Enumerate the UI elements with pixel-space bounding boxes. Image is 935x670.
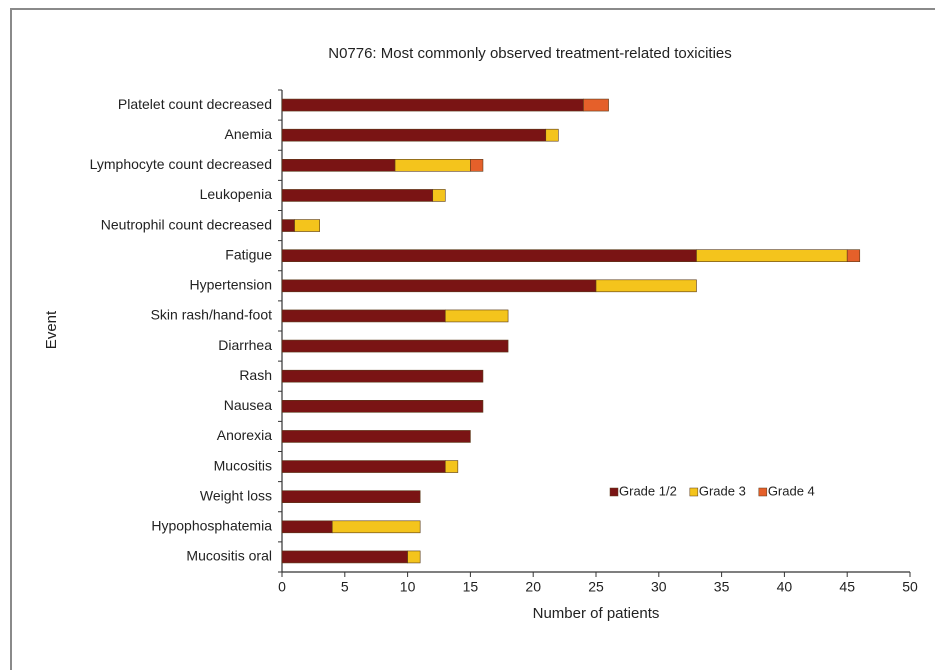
bar-segment bbox=[846, 249, 861, 262]
bar-segment bbox=[545, 128, 559, 142]
bar-segment bbox=[281, 369, 484, 383]
bar-segment bbox=[281, 219, 295, 232]
legend-label: Grade 1/2 bbox=[619, 483, 677, 498]
x-tick-label: 10 bbox=[400, 579, 416, 595]
legend-swatch bbox=[609, 487, 619, 497]
y-tick-label: Weight loss bbox=[200, 487, 272, 503]
x-tick-label: 50 bbox=[902, 579, 918, 595]
y-tick-label: Lymphocyte count decreased bbox=[90, 156, 272, 172]
bar-segment bbox=[281, 128, 547, 142]
x-tick-label: 15 bbox=[463, 579, 479, 595]
bar-segment bbox=[281, 189, 434, 202]
bar-segment bbox=[281, 490, 421, 503]
bar-segment bbox=[281, 460, 446, 473]
legend-swatch bbox=[758, 487, 768, 497]
page: {"chart_data": { "type": "stacked_barh",… bbox=[10, 8, 935, 670]
bar-segment bbox=[281, 400, 484, 413]
x-tick-label: 0 bbox=[278, 579, 286, 595]
bar-segment bbox=[432, 189, 446, 202]
bar-segment bbox=[281, 159, 396, 172]
bar-segment bbox=[444, 309, 509, 323]
legend-swatch bbox=[689, 487, 699, 497]
bar-segment bbox=[281, 520, 333, 534]
y-axis-label: Event bbox=[43, 310, 60, 349]
legend-label: Grade 4 bbox=[768, 483, 815, 498]
y-tick-label: Neutrophil count decreased bbox=[101, 216, 272, 232]
y-tick-label: Leukopenia bbox=[200, 186, 273, 202]
bar-segment bbox=[331, 520, 421, 534]
y-tick-label: Nausea bbox=[224, 397, 272, 413]
bar-segment bbox=[281, 430, 471, 443]
y-tick-label: Skin rash/hand-foot bbox=[151, 307, 273, 323]
y-tick-label: Rash bbox=[239, 367, 272, 383]
bar-segment bbox=[444, 460, 459, 473]
y-tick-label: Hypertension bbox=[190, 277, 273, 293]
y-tick-label: Anorexia bbox=[217, 427, 272, 443]
bar-segment bbox=[394, 159, 471, 172]
bar-segment bbox=[595, 279, 697, 293]
bar-segment bbox=[281, 249, 697, 262]
y-tick-label: Fatigue bbox=[225, 246, 272, 262]
y-tick-label: Anemia bbox=[225, 126, 273, 142]
frame bbox=[10, 8, 935, 670]
bar-segment bbox=[583, 98, 609, 112]
x-tick-label: 20 bbox=[525, 579, 541, 595]
x-tick-label: 45 bbox=[839, 579, 855, 595]
x-tick-label: 5 bbox=[341, 579, 349, 595]
bar-segment bbox=[696, 249, 848, 262]
x-tick-label: 30 bbox=[651, 579, 667, 595]
bar-segment bbox=[281, 279, 597, 293]
x-axis-label: Number of patients bbox=[533, 605, 660, 622]
chart: N0776: Most commonly observed treatment-… bbox=[43, 45, 918, 622]
bar-segment bbox=[407, 550, 421, 564]
bar-segment bbox=[294, 219, 320, 232]
y-tick-label: Diarrhea bbox=[218, 337, 272, 353]
bar-segment bbox=[281, 98, 584, 112]
x-tick-label: 35 bbox=[714, 579, 730, 595]
bar-segment bbox=[470, 159, 484, 172]
bar-segment bbox=[281, 309, 446, 323]
bar-segment bbox=[281, 339, 509, 353]
bar-segment bbox=[281, 550, 408, 564]
y-tick-label: Platelet count decreased bbox=[118, 96, 272, 112]
x-tick-label: 25 bbox=[588, 579, 604, 595]
chart-title: N0776: Most commonly observed treatment-… bbox=[328, 45, 732, 62]
x-tick-label: 40 bbox=[777, 579, 793, 595]
y-tick-label: Hypophosphatemia bbox=[151, 518, 272, 534]
y-tick-label: Mucositis bbox=[214, 457, 272, 473]
legend-label: Grade 3 bbox=[699, 483, 746, 498]
y-tick-label: Mucositis oral bbox=[186, 548, 272, 564]
